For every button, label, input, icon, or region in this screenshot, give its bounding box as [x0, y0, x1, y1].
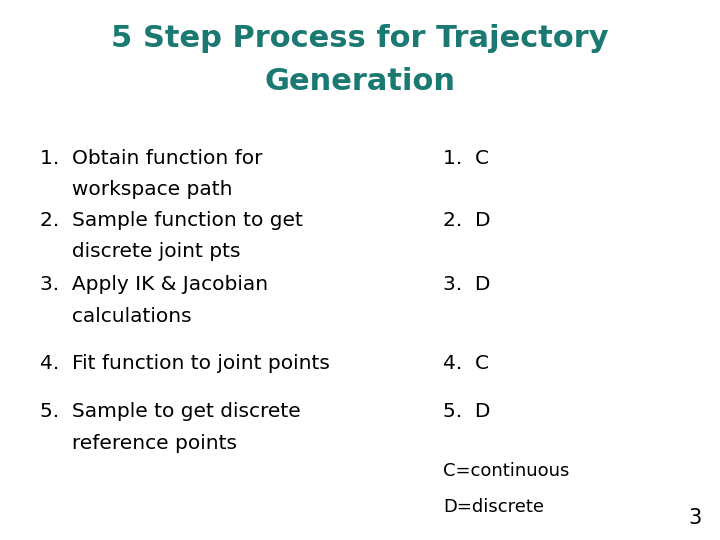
Text: workspace path: workspace path — [40, 180, 232, 199]
Text: 5.  D: 5. D — [443, 402, 490, 421]
Text: calculations: calculations — [40, 307, 192, 326]
Text: 5.  Sample to get discrete: 5. Sample to get discrete — [40, 402, 300, 421]
Text: reference points: reference points — [40, 434, 237, 453]
Text: 1.  Obtain function for: 1. Obtain function for — [40, 148, 262, 167]
Text: 3: 3 — [689, 508, 702, 528]
Text: 2.  Sample function to get: 2. Sample function to get — [40, 211, 302, 229]
Text: D=discrete: D=discrete — [443, 498, 544, 516]
Text: 5 Step Process for Trajectory: 5 Step Process for Trajectory — [111, 24, 609, 53]
Text: 1.  C: 1. C — [443, 148, 489, 167]
Text: 4.  C: 4. C — [443, 354, 489, 373]
Text: Generation: Generation — [264, 68, 456, 97]
Text: 3.  Apply IK & Jacobian: 3. Apply IK & Jacobian — [40, 275, 268, 294]
Text: discrete joint pts: discrete joint pts — [40, 242, 240, 261]
Text: C=continuous: C=continuous — [443, 462, 570, 480]
Text: 4.  Fit function to joint points: 4. Fit function to joint points — [40, 354, 330, 373]
Text: 2.  D: 2. D — [443, 211, 490, 229]
Text: 3.  D: 3. D — [443, 275, 490, 294]
